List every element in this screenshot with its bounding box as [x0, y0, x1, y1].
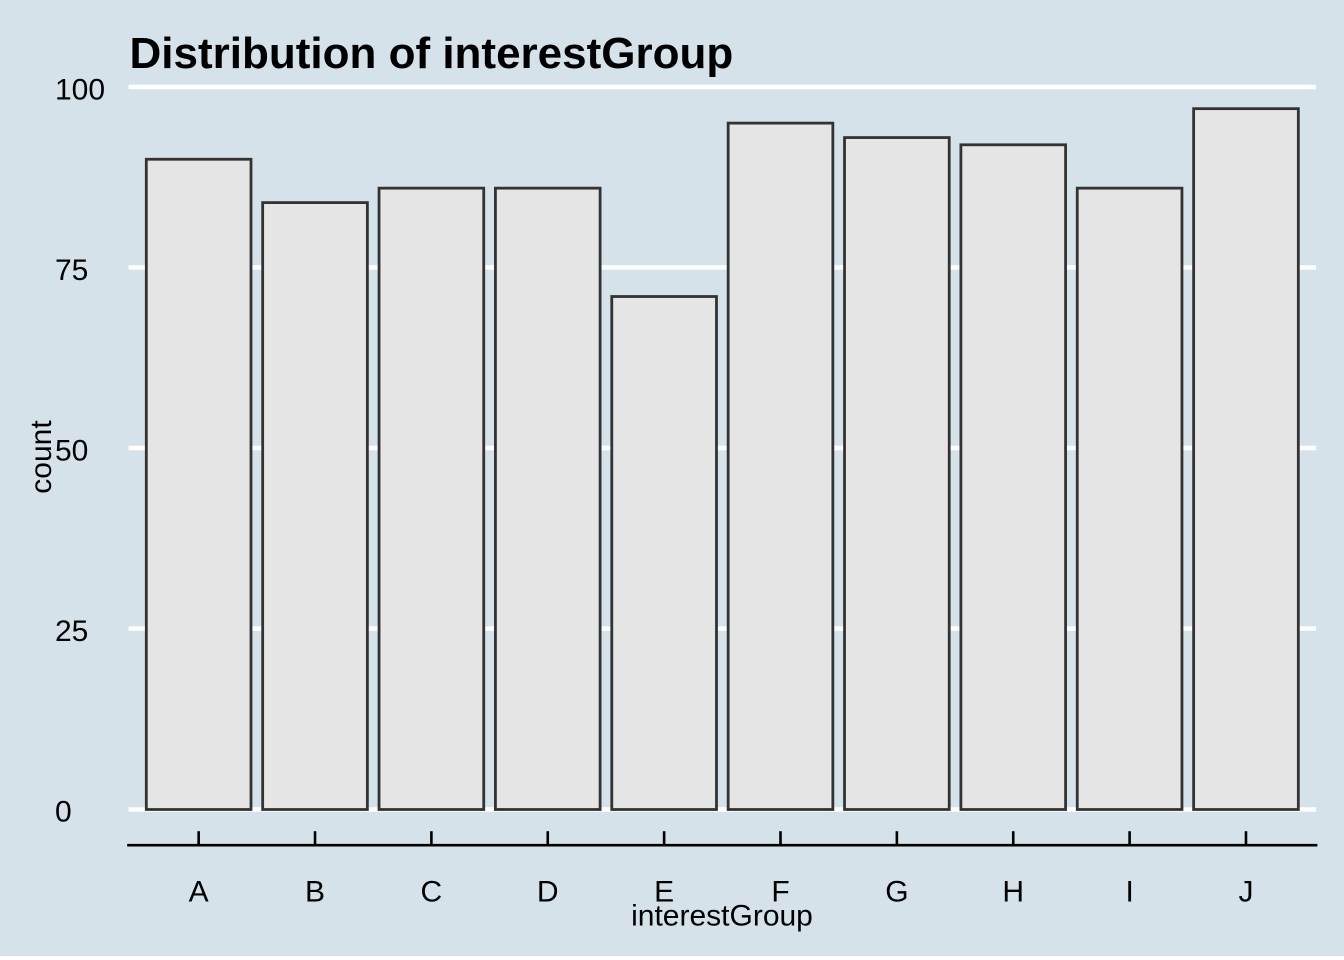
- svg-text:Distribution of interestGroup: Distribution of interestGroup: [130, 29, 734, 78]
- svg-text:C: C: [421, 876, 443, 909]
- svg-text:F: F: [771, 876, 789, 909]
- svg-text:25: 25: [55, 615, 88, 648]
- svg-text:75: 75: [55, 254, 88, 287]
- svg-text:50: 50: [55, 435, 88, 468]
- svg-text:E: E: [654, 876, 674, 909]
- svg-text:count: count: [25, 420, 58, 494]
- svg-text:I: I: [1125, 876, 1133, 909]
- svg-text:D: D: [537, 876, 559, 909]
- svg-text:G: G: [885, 876, 908, 909]
- svg-text:0: 0: [55, 796, 72, 829]
- svg-text:100: 100: [55, 74, 105, 107]
- svg-text:B: B: [305, 876, 325, 909]
- svg-text:A: A: [189, 876, 209, 909]
- svg-text:interestGroup: interestGroup: [631, 900, 813, 933]
- svg-text:J: J: [1238, 876, 1253, 909]
- svg-text:H: H: [1002, 876, 1024, 909]
